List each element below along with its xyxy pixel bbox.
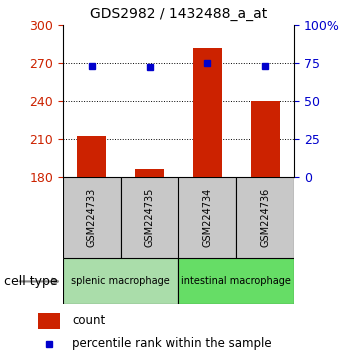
Bar (193, 47, 222, 177)
Bar (77, 136, 106, 177)
Text: count: count (72, 314, 105, 327)
Bar (38, 313, 60, 329)
Text: splenic macrophage: splenic macrophage (71, 276, 170, 286)
Bar (178, 258, 294, 304)
Bar (251, 101, 280, 177)
Bar (63, 177, 121, 258)
Text: intestinal macrophage: intestinal macrophage (181, 276, 291, 286)
Bar (63, 258, 178, 304)
Text: GSM224735: GSM224735 (145, 188, 155, 247)
Text: GSM224736: GSM224736 (260, 188, 270, 247)
Text: cell type: cell type (4, 275, 57, 288)
Bar (178, 177, 236, 258)
Title: GDS2982 / 1432488_a_at: GDS2982 / 1432488_a_at (90, 7, 267, 21)
Text: GSM224734: GSM224734 (202, 188, 212, 247)
Bar (121, 177, 178, 258)
Text: percentile rank within the sample: percentile rank within the sample (72, 337, 272, 350)
Bar (135, 170, 164, 177)
Text: GSM224733: GSM224733 (87, 188, 97, 247)
Bar (236, 177, 294, 258)
